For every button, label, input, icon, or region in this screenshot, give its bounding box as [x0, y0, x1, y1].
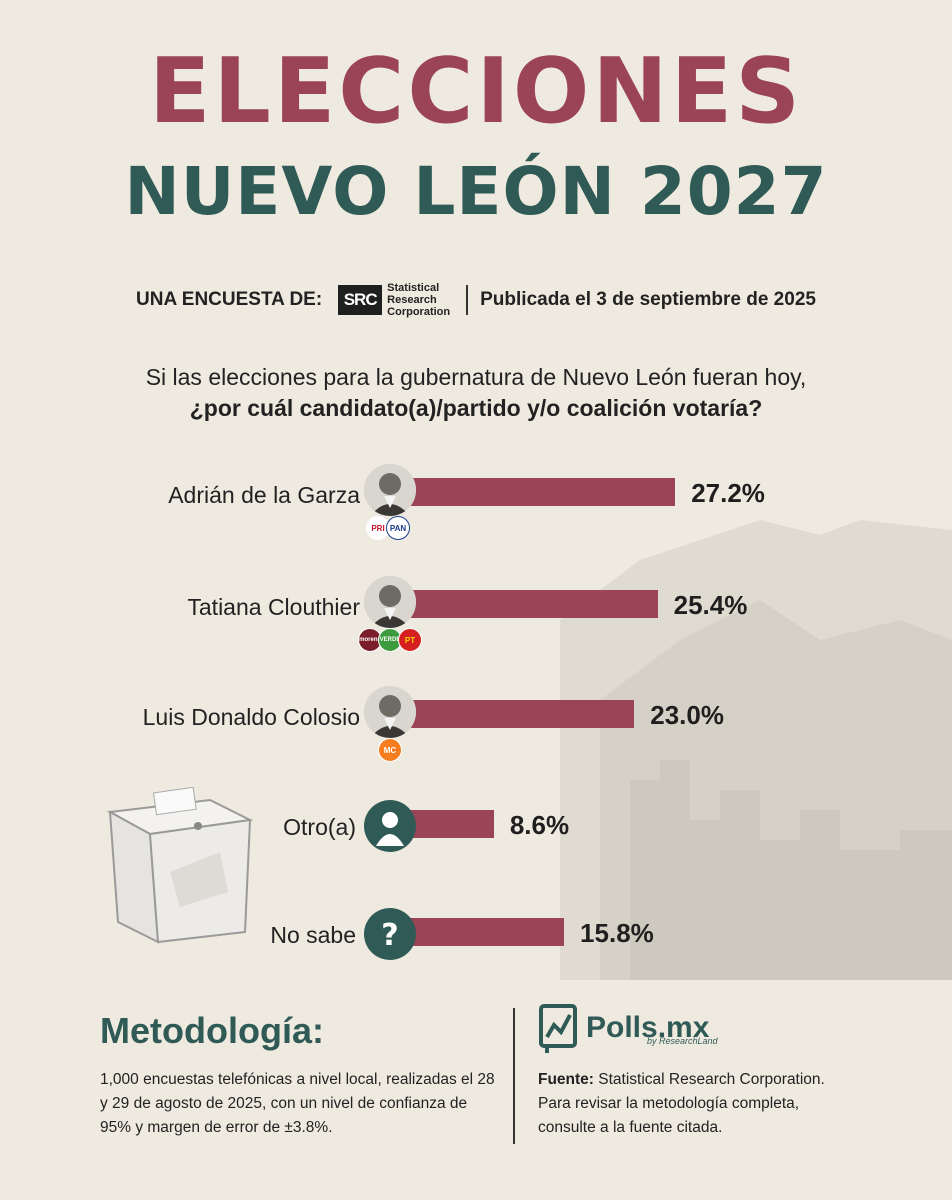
methodology-text: 1,000 encuestas telefónicas a nivel loca…	[100, 1071, 495, 1136]
candidate-photo-icon	[364, 576, 416, 628]
candidate-name: Luis Donaldo Colosio	[142, 704, 360, 730]
fuente-text: Statistical Research Corporation. Para r…	[538, 1071, 825, 1136]
party-logos: PRI PAN	[366, 516, 410, 540]
title-nuevo-leon: NUEVO LEÓN 2027	[124, 153, 828, 230]
src-logo-mark: SRC	[338, 285, 383, 315]
survey-question: Si las elecciones para la gubernatura de…	[0, 362, 952, 424]
party-logos: morena VERDE PT	[358, 628, 422, 652]
chart-row: No sabe? 15.8%	[0, 898, 952, 978]
value-label: 23.0%	[650, 700, 724, 730]
chart-line-icon	[539, 1004, 577, 1053]
bar	[410, 810, 494, 838]
question-line2: ¿por cuál candidato(a)/partido y/o coali…	[189, 395, 763, 421]
candidate-photo-icon	[364, 464, 416, 516]
party-logo: PT	[398, 628, 422, 652]
polls-logo: Polls.mx	[538, 1003, 709, 1053]
polls-sub: by ResearchLand	[647, 1036, 718, 1046]
candidate-name: Otro(a)	[283, 814, 356, 840]
src-logo-line1: Statistical	[387, 282, 440, 294]
candidate-photo-icon	[364, 686, 416, 738]
candidate-name: Adrián de la Garza	[168, 482, 360, 508]
party-logo: MC	[378, 738, 402, 762]
footer-divider	[513, 1008, 515, 1144]
src-logo-text: Statistical Research Corporation	[387, 282, 450, 318]
published-date: Publicada el 3 de septiembre de 2025	[480, 289, 816, 310]
chart-row: Adrián de la Garza PRI PAN 27.2%	[0, 458, 952, 540]
value-label: 8.6%	[509, 810, 570, 840]
value-label: 25.4%	[673, 590, 748, 620]
bar	[410, 478, 676, 506]
question-line1: Si las elecciones para la gubernatura de…	[145, 364, 807, 390]
chart-row: Luis Donaldo Colosio MC 23.0%	[0, 680, 952, 762]
person-icon	[364, 800, 416, 852]
value-label: 27.2%	[691, 478, 765, 508]
chart-row: Otro(a) 8.6%	[0, 790, 952, 870]
ballot-box-illustration	[106, 786, 254, 944]
methodology-title: Metodología:	[100, 1010, 324, 1051]
src-logo-line3: Corporation	[387, 306, 451, 318]
party-logos: MC	[378, 738, 402, 762]
bar	[410, 918, 565, 946]
party-logo: PAN	[386, 516, 410, 540]
chart-row: Tatiana Clouthier morena VERDE PT 25.4%	[0, 570, 952, 652]
source-prefix: UNA ENCUESTA DE:	[136, 289, 323, 310]
candidate-name: No sabe	[270, 922, 356, 948]
source-divider	[466, 285, 469, 315]
src-logo: SRC Statistical Research Corporation	[338, 282, 450, 318]
bar	[410, 700, 635, 728]
source-line: UNA ENCUESTA DE: SRC Statistical Researc…	[0, 282, 952, 318]
title-elecciones: ELECCIONES	[148, 39, 804, 144]
value-label: 15.8%	[580, 918, 654, 948]
svg-text:?: ?	[381, 918, 398, 953]
polls-name: Polls.mx	[586, 1011, 710, 1044]
question-mark-icon: ?	[364, 908, 416, 960]
fuente-label: Fuente:	[538, 1071, 594, 1088]
bar	[410, 590, 658, 618]
fuente: Fuente: Statistical Research Corporation…	[538, 1068, 858, 1140]
candidate-name: Tatiana Clouthier	[187, 594, 360, 620]
src-logo-line2: Research	[387, 294, 437, 306]
